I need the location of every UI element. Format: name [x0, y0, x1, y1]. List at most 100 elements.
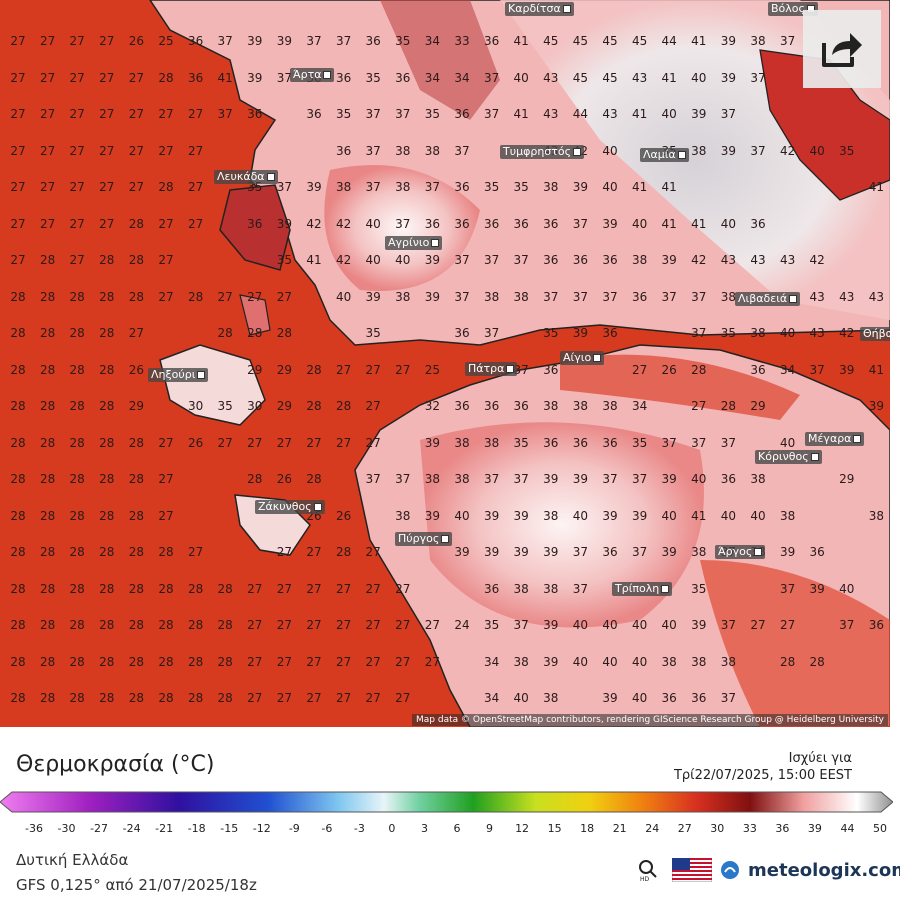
- grid-value: 37: [365, 107, 381, 121]
- grid-value: 27: [128, 107, 145, 121]
- grid-value: 37: [691, 289, 707, 304]
- grid-value: 40: [661, 618, 677, 632]
- hd-search-icon[interactable]: HD: [636, 858, 664, 882]
- grid-value: 29: [276, 362, 293, 377]
- grid-value: 39: [572, 180, 589, 194]
- grid-value: 27: [365, 581, 381, 596]
- grid-value: 27: [69, 180, 85, 194]
- grid-value: 27: [365, 618, 381, 632]
- grid-value: 43: [868, 289, 885, 304]
- grid-value: 40: [720, 508, 737, 523]
- scale-tick-label: -24: [122, 822, 141, 835]
- grid-value: 27: [158, 289, 174, 304]
- grid-value: 39: [543, 545, 559, 559]
- grid-value: 37: [572, 216, 589, 231]
- grid-value: 41: [868, 362, 885, 377]
- grid-value: 41: [513, 107, 529, 121]
- grid-value: 27: [424, 618, 441, 632]
- grid-value: 36: [306, 107, 322, 121]
- grid-value: 28: [69, 581, 85, 596]
- brand-block[interactable]: HD meteologix.com: [636, 858, 900, 882]
- grid-value: 37: [454, 289, 470, 304]
- share-button[interactable]: [803, 10, 881, 88]
- grid-value: 28: [217, 581, 233, 596]
- grid-value: 39: [809, 581, 825, 596]
- grid-value: 38: [691, 654, 707, 669]
- grid-value: 39: [543, 618, 559, 632]
- grid-value: 44: [572, 107, 589, 121]
- grid-value: 27: [10, 253, 26, 267]
- hot-zone-central: [324, 165, 480, 291]
- scale-tick-label: 36: [775, 822, 790, 835]
- grid-value: 27: [128, 180, 145, 194]
- grid-value: 43: [602, 107, 618, 121]
- grid-value: 36: [335, 70, 352, 85]
- grid-value: 36: [454, 326, 470, 340]
- grid-value: 40: [602, 654, 618, 669]
- grid-value: 28: [99, 618, 115, 632]
- brand-name[interactable]: meteologix.com: [748, 859, 900, 881]
- scale-tick-label: 9: [486, 822, 494, 835]
- model-label: GFS 0,125° από 21/07/2025/18z: [16, 876, 257, 894]
- scale-tick-label: -30: [57, 822, 76, 835]
- city-marker-icon: [197, 371, 206, 379]
- grid-value: 27: [276, 691, 293, 705]
- grid-value: 37: [779, 34, 796, 48]
- scale-tick-label: -18: [187, 822, 206, 835]
- city-marker-icon: [810, 453, 819, 461]
- scale-tick-label: 30: [710, 822, 725, 835]
- city-name: Ζάκυνθος: [258, 500, 312, 513]
- grid-value: 36: [602, 253, 618, 267]
- grid-value: 42: [306, 216, 322, 231]
- dark-zone-north: [380, 0, 500, 120]
- grid-value: 37: [543, 289, 559, 304]
- grid-value: 40: [631, 618, 648, 632]
- grid-value: 37: [365, 143, 381, 158]
- grid-value: 36: [454, 399, 470, 413]
- grid-value: 35: [691, 581, 707, 596]
- scale-tick-label: -3: [353, 822, 365, 835]
- grid-value: 28: [10, 362, 26, 377]
- grid-value: 34: [424, 70, 441, 85]
- city-name: Βόλος: [771, 2, 805, 15]
- map-attribution: Map data © OpenStreetMap contributors, r…: [412, 714, 888, 726]
- grid-value: 28: [128, 435, 145, 450]
- grid-value: 27: [306, 618, 322, 632]
- grid-value: 36: [868, 618, 885, 632]
- grid-value: 39: [720, 70, 737, 85]
- grid-value: 28: [779, 654, 796, 669]
- grid-value: 26: [661, 362, 677, 377]
- grid-value: 39: [839, 362, 855, 377]
- grid-value: 36: [454, 107, 470, 121]
- scale-tick-label: 18: [580, 822, 595, 835]
- grid-value: 38: [395, 289, 411, 304]
- grid-value: 34: [631, 399, 648, 413]
- grid-value: 28: [10, 545, 26, 559]
- grid-value: 27: [158, 143, 174, 158]
- grid-value: 37: [483, 70, 500, 85]
- grid-value: 27: [158, 107, 174, 121]
- grid-value: 27: [99, 70, 115, 85]
- grid-value: 35: [543, 326, 559, 340]
- temperature-map[interactable]: 27 27 27 27 26 25 36 37 39 39 37 37 36 35 34 33 36 41 45 45…: [0, 0, 890, 727]
- grid-value: 28: [39, 691, 56, 705]
- grid-value: 37: [513, 618, 529, 632]
- city-label: Αίγιο: [560, 351, 605, 365]
- us-flag-icon[interactable]: [672, 858, 712, 882]
- grid-value: 36: [809, 545, 825, 559]
- grid-value: 28: [217, 691, 233, 705]
- grid-value: 28: [99, 253, 115, 267]
- share-icon: [822, 33, 862, 67]
- grid-value: 28: [99, 472, 115, 486]
- grid-value: 39: [602, 216, 618, 231]
- grid-value: 28: [217, 654, 233, 669]
- grid-value: 35: [217, 399, 233, 413]
- grid-value: 28: [10, 654, 26, 669]
- city-marker-icon: [562, 5, 571, 13]
- city-marker-icon: [323, 71, 332, 79]
- scale-tick-label: 21: [612, 822, 627, 835]
- grid-value: 36: [454, 180, 470, 194]
- grid-value: 27: [69, 143, 85, 158]
- grid-value: 28: [39, 472, 56, 486]
- grid-value: 29: [839, 472, 855, 486]
